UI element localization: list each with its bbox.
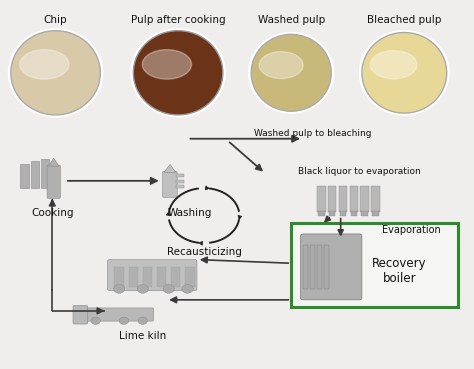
Bar xyxy=(176,180,184,183)
Bar xyxy=(115,267,124,287)
Polygon shape xyxy=(164,164,176,172)
Bar xyxy=(318,211,325,215)
Bar xyxy=(324,245,329,289)
Ellipse shape xyxy=(359,31,449,115)
Text: Washed pulp: Washed pulp xyxy=(257,15,325,25)
FancyBboxPatch shape xyxy=(108,259,197,291)
FancyBboxPatch shape xyxy=(85,308,154,321)
Bar xyxy=(176,185,184,188)
Ellipse shape xyxy=(249,32,334,113)
Polygon shape xyxy=(48,158,59,166)
Text: Chip: Chip xyxy=(44,15,67,25)
Text: Recovery
boiler: Recovery boiler xyxy=(372,256,427,284)
Bar xyxy=(329,211,336,215)
Text: Black liquor to evaporation: Black liquor to evaporation xyxy=(298,167,421,176)
Bar xyxy=(317,186,326,212)
Circle shape xyxy=(119,317,128,324)
Bar xyxy=(185,267,195,287)
Bar xyxy=(31,161,39,188)
Ellipse shape xyxy=(20,50,69,79)
Bar xyxy=(171,267,181,287)
Bar xyxy=(351,211,357,215)
Text: Evaporation: Evaporation xyxy=(382,225,441,235)
Circle shape xyxy=(91,317,100,324)
Bar xyxy=(340,211,346,215)
Bar xyxy=(176,174,184,177)
Bar xyxy=(361,211,368,215)
Bar xyxy=(310,245,315,289)
FancyBboxPatch shape xyxy=(163,171,177,197)
Text: Pulp after cooking: Pulp after cooking xyxy=(131,15,226,25)
Ellipse shape xyxy=(251,34,331,111)
Bar xyxy=(41,159,49,188)
Bar xyxy=(157,267,166,287)
Text: Washing: Washing xyxy=(168,208,212,218)
Ellipse shape xyxy=(11,31,100,115)
Ellipse shape xyxy=(370,51,417,79)
Text: Cooking: Cooking xyxy=(31,208,73,218)
Bar xyxy=(328,186,337,212)
Bar xyxy=(143,267,152,287)
Circle shape xyxy=(138,317,147,324)
Bar xyxy=(350,186,358,212)
Bar xyxy=(317,245,322,289)
Ellipse shape xyxy=(133,31,223,115)
FancyBboxPatch shape xyxy=(301,234,362,300)
FancyBboxPatch shape xyxy=(47,165,60,199)
Bar xyxy=(360,186,369,212)
Bar xyxy=(371,186,380,212)
Ellipse shape xyxy=(142,50,191,79)
Bar xyxy=(128,267,138,287)
Circle shape xyxy=(182,284,193,293)
Bar xyxy=(20,164,29,188)
Text: Washed pulp to bleaching: Washed pulp to bleaching xyxy=(254,129,371,138)
Circle shape xyxy=(114,284,125,293)
Text: Bleached pulp: Bleached pulp xyxy=(367,15,441,25)
Ellipse shape xyxy=(9,29,103,117)
Text: Lime kiln: Lime kiln xyxy=(119,331,166,341)
Ellipse shape xyxy=(131,29,225,117)
Circle shape xyxy=(163,284,174,293)
Bar xyxy=(303,245,308,289)
Ellipse shape xyxy=(362,32,447,113)
Bar xyxy=(291,223,458,307)
FancyBboxPatch shape xyxy=(73,306,88,324)
Bar xyxy=(339,186,347,212)
Bar xyxy=(372,211,379,215)
Ellipse shape xyxy=(259,52,303,79)
Circle shape xyxy=(137,284,148,293)
Text: Recausticizing: Recausticizing xyxy=(166,247,241,257)
